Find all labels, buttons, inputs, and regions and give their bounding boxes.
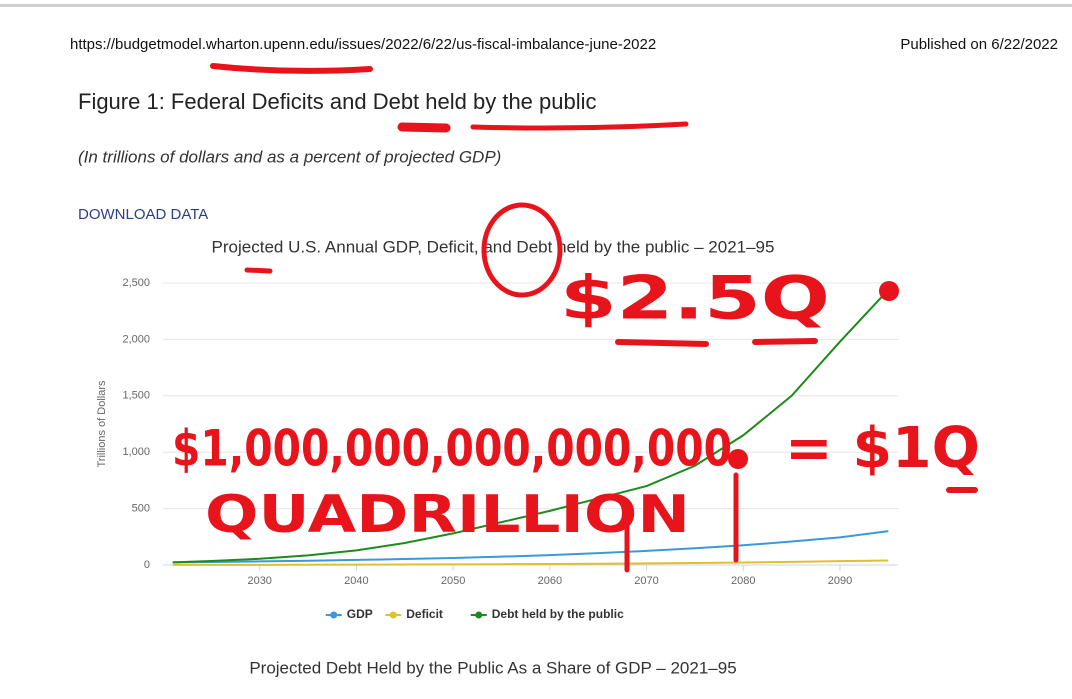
x-tick-label: 2060: [538, 575, 562, 587]
x-tick-label: 2090: [828, 575, 852, 587]
y-tick-label: 0: [144, 559, 150, 571]
legend-label: GDP: [347, 607, 373, 621]
x-tick-label: 2050: [441, 575, 465, 587]
scribble: [244, 267, 273, 274]
top-rule: [0, 4, 1072, 7]
scribble: [481, 202, 563, 298]
handwriting: [210, 63, 978, 573]
legend-label: Deficit: [406, 607, 443, 621]
legend-label: Debt held by the public: [492, 607, 624, 621]
published: Published on 6/22/2022: [900, 36, 1058, 53]
plot: 0 500 1,000 1,500 2,000 2,500 2030 2040 2050 2060…: [122, 277, 898, 587]
y-tick-label: 1,000: [122, 446, 150, 458]
url: https://budgetmodel.wharton.upenn.edu/is…: [70, 36, 656, 53]
scribble: [624, 472, 739, 573]
series-line: [172, 289, 890, 564]
series-line: [172, 559, 889, 566]
annotation: = $1Q: [785, 416, 980, 481]
y-tick-label: 500: [132, 503, 150, 515]
x-tick-label: 2070: [634, 575, 658, 587]
y-tick-label: 1,500: [122, 390, 150, 402]
y-axis-title: Trillions of Dollars: [96, 380, 108, 468]
dot: [879, 281, 899, 301]
dot: [728, 449, 748, 469]
annotation: $2.5Q: [560, 264, 830, 334]
legend: GDP Deficit Debt held by the public: [325, 607, 624, 621]
x-tick-label: 2040: [344, 575, 368, 587]
legend-marker: [389, 611, 397, 619]
scribble: [210, 63, 373, 74]
scribble: [470, 121, 689, 131]
x-tick-label: 2080: [731, 575, 755, 587]
scribble: [615, 338, 978, 493]
x-tick-label: 2030: [247, 575, 271, 587]
legend-marker: [475, 611, 483, 619]
chart-title: Projected U.S. Annual GDP, Deficit, and …: [212, 237, 775, 256]
figure-title: Figure 1: Federal Deficits and Debt held…: [78, 89, 597, 114]
next-chart-title: Projected Debt Held by the Public As a S…: [249, 658, 736, 677]
y-tick-label: 2,500: [122, 277, 150, 289]
annotation: $1,000,000,000,000,000: [172, 420, 732, 478]
download-link[interactable]: DOWNLOAD DATA: [78, 206, 208, 223]
series-line: [172, 530, 889, 564]
annotation: QUADRILLION: [205, 485, 690, 545]
figure-subtitle: (In trillions of dollars and as a percen…: [78, 147, 501, 166]
scribble: [397, 122, 451, 133]
legend-marker: [330, 611, 338, 619]
y-tick-label: 2,000: [122, 333, 150, 345]
